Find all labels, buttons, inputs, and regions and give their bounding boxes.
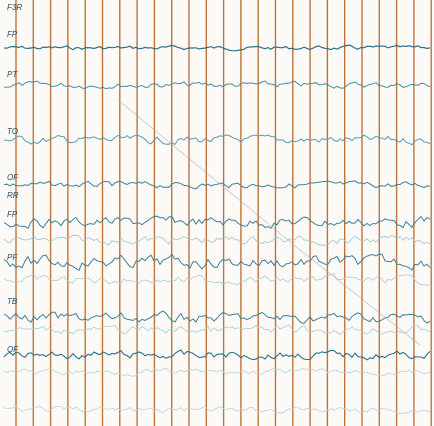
channel-label: F3R	[7, 3, 22, 12]
channel-label: FP	[7, 30, 18, 39]
channel-label: RR	[7, 191, 19, 200]
channel-label: TB	[7, 297, 18, 306]
eeg-paper: F3R FP PT TO OF RR FP PF TB OF	[0, 0, 434, 426]
channel-label: PF	[7, 253, 18, 262]
channel-label: OF	[7, 173, 19, 182]
channel-label: OF	[7, 345, 19, 354]
page: F3RFPPTTOOFRRFPPFTBOF (() => { const dat…	[0, 0, 434, 426]
channel-label: FP	[7, 210, 18, 219]
channel-label: PT	[7, 70, 18, 79]
paper-background	[0, 0, 434, 426]
channel-label: TO	[7, 127, 18, 136]
